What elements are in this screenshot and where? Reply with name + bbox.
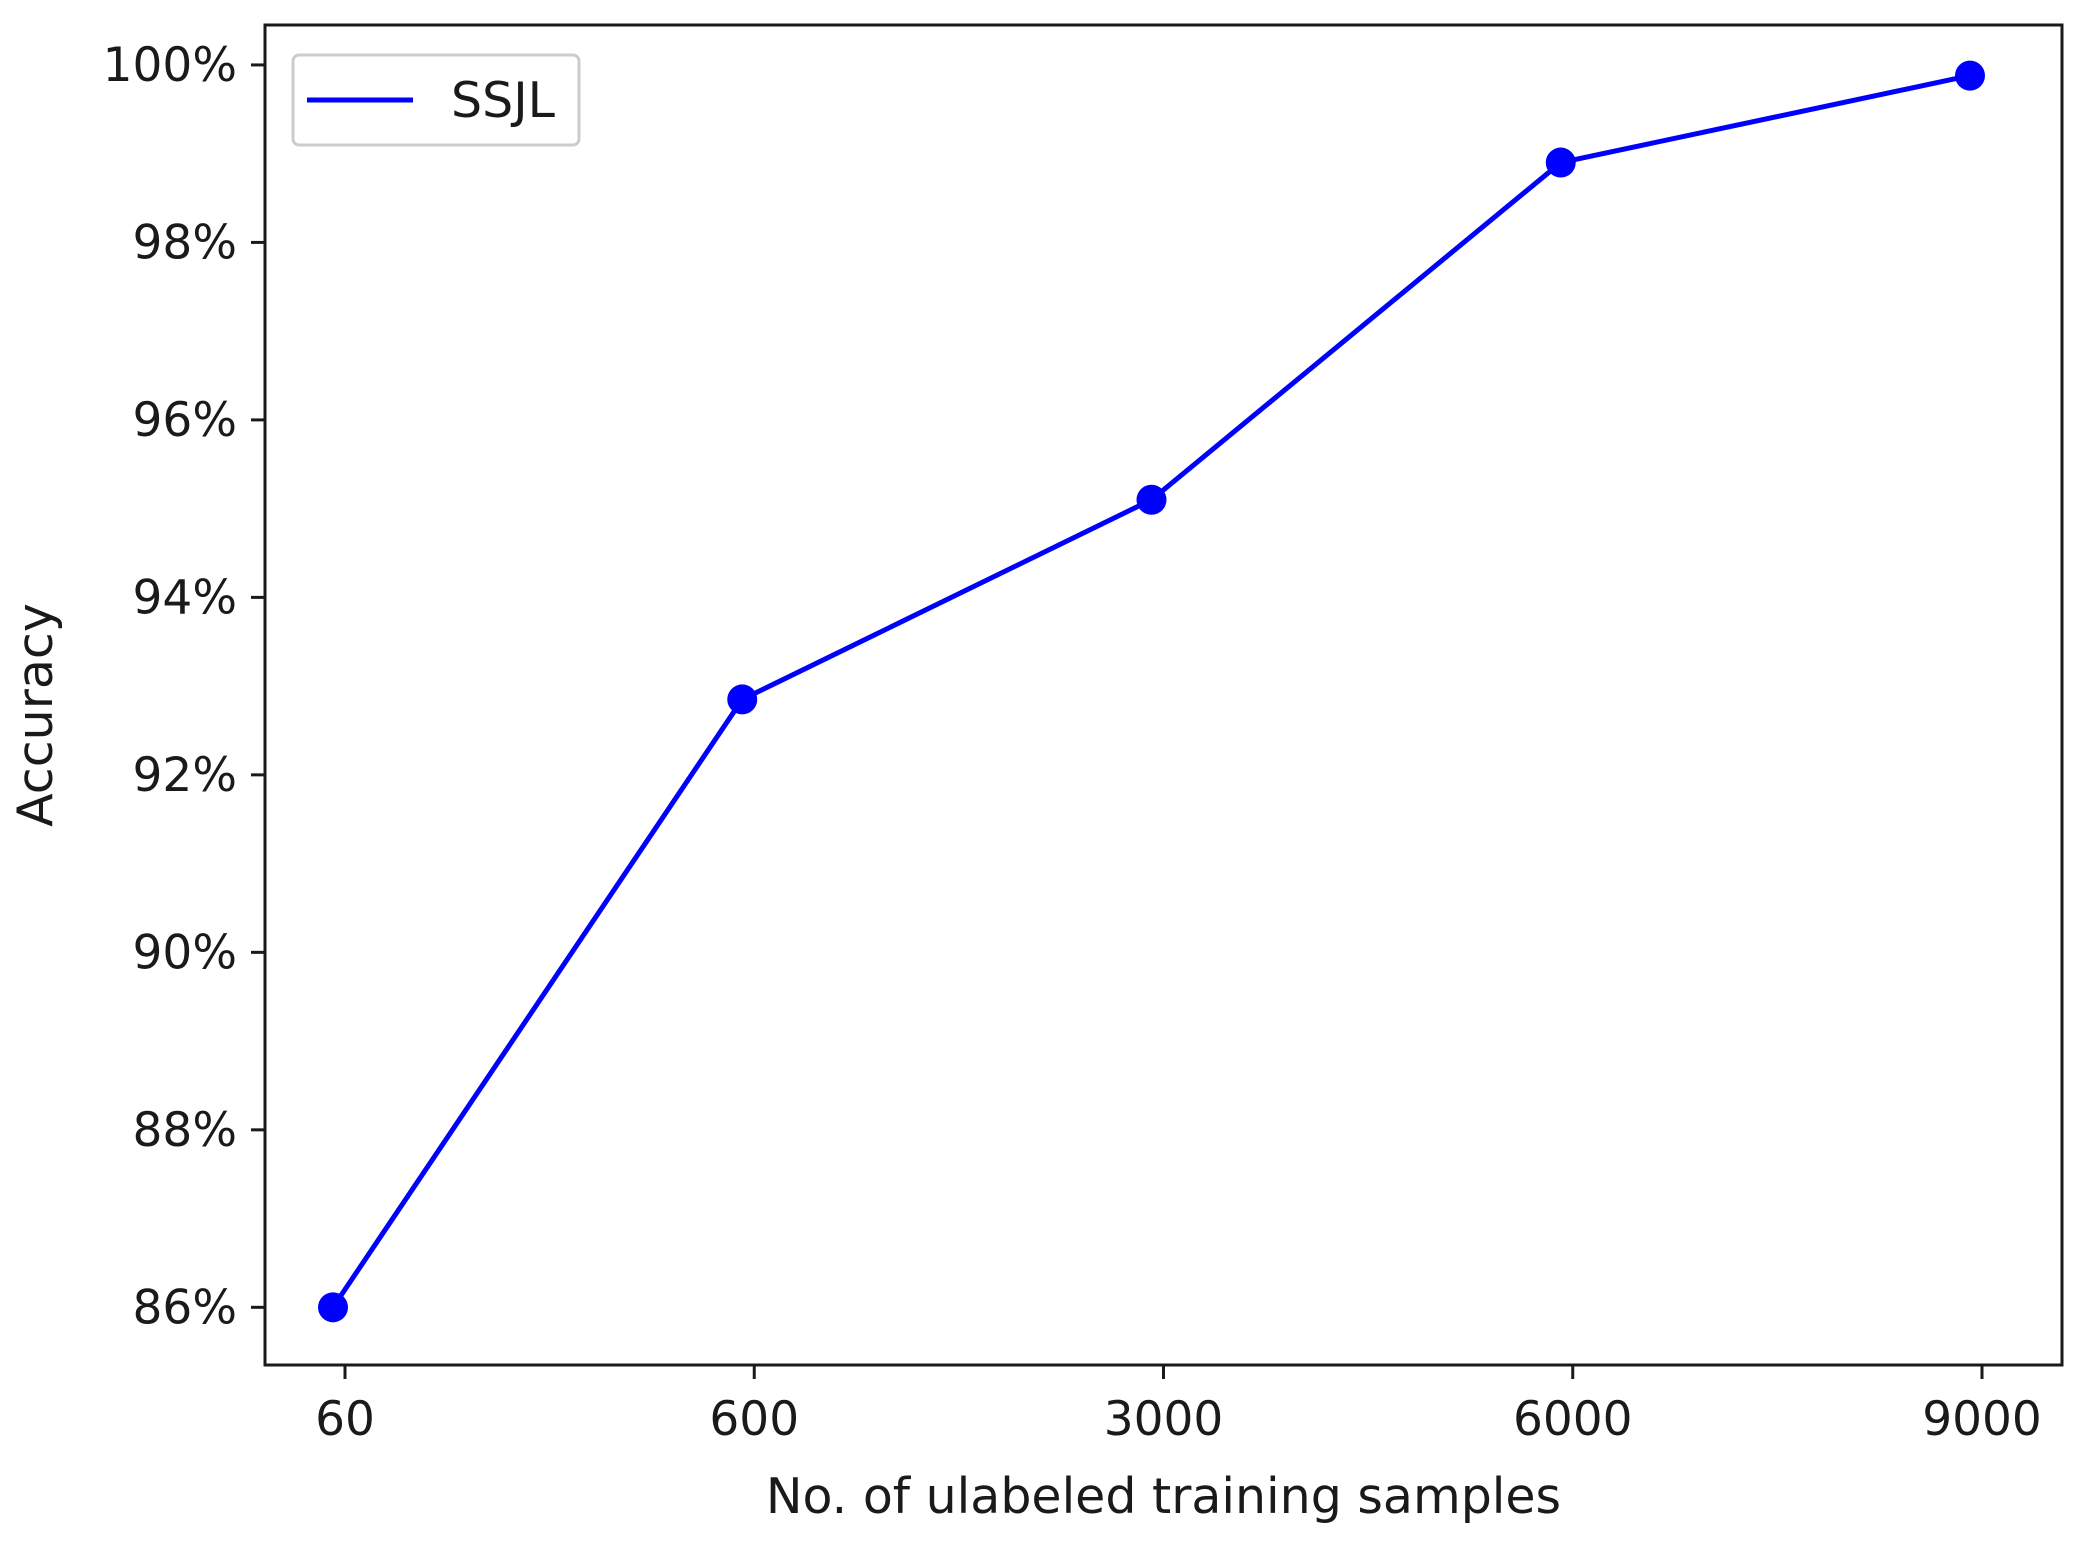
data-point (1545, 147, 1576, 178)
y-tick-label: 90% (133, 925, 237, 980)
series-layer (318, 60, 1985, 1323)
legend: SSJL (291, 53, 581, 147)
data-point (727, 684, 758, 715)
y-tick-label: 100% (103, 38, 237, 93)
y-axis-label: Accuracy (7, 603, 64, 827)
y-tick-label: 92% (133, 748, 237, 803)
x-axis-ticks: 60 600 3000 6000 9000 (315, 1365, 2042, 1447)
x-tick-label: 600 (709, 1392, 799, 1447)
y-tick-label: 98% (133, 215, 237, 270)
y-axis-ticks: 86% 88% 90% 92% 94% 96% 98% 100% (103, 38, 265, 1335)
legend-box (291, 53, 581, 147)
x-tick-label: 60 (315, 1392, 375, 1447)
y-tick-label: 86% (133, 1280, 237, 1335)
legend-label-ssjl: SSJL (451, 72, 556, 129)
plot-frame (263, 23, 2064, 1367)
x-axis-label: No. of ulabeled training samples (766, 1468, 1561, 1525)
x-tick-label: 3000 (1104, 1392, 1224, 1447)
y-tick-label: 94% (133, 570, 237, 625)
y-tick-label: 96% (133, 393, 237, 448)
data-point (1136, 484, 1167, 515)
x-tick-label: 9000 (1922, 1392, 2042, 1447)
data-point (1955, 60, 1985, 91)
data-point (318, 1292, 348, 1323)
y-tick-label: 88% (133, 1103, 237, 1158)
x-tick-label: 6000 (1513, 1392, 1633, 1447)
